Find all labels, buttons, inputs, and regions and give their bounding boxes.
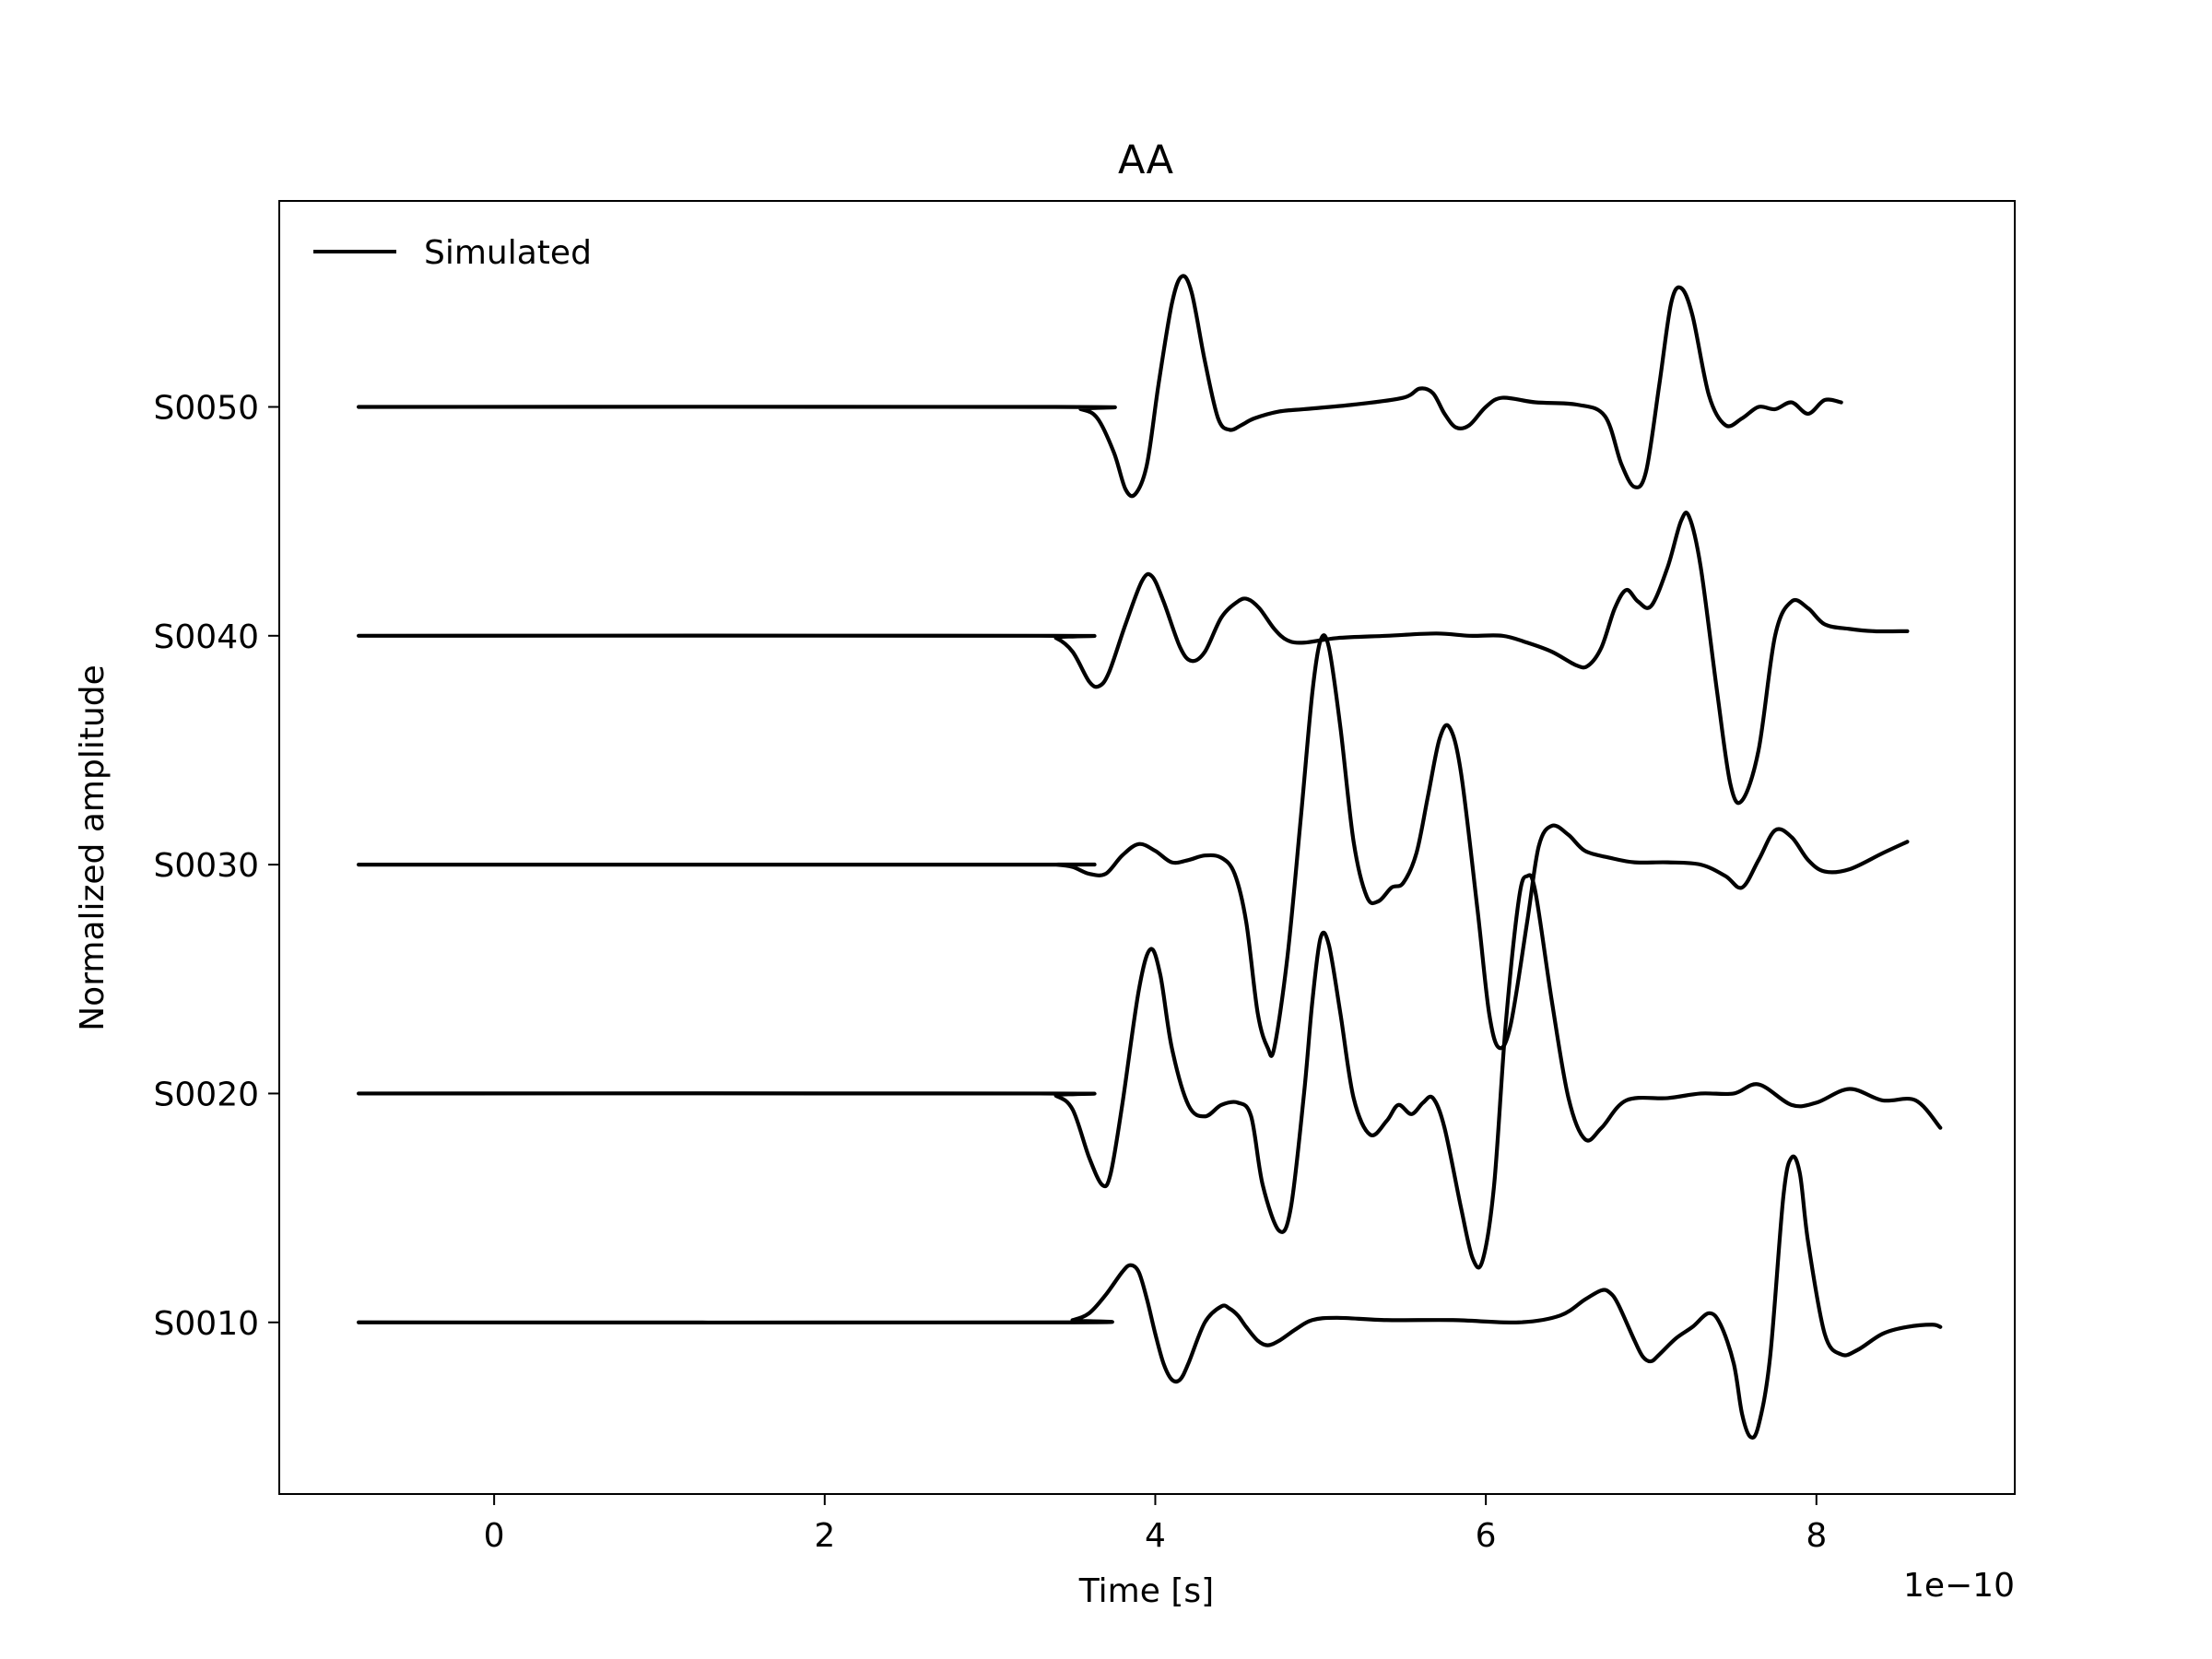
series-layer [356, 274, 1943, 1440]
legend-label-simulated: Simulated [424, 234, 592, 272]
legend: Simulated [313, 234, 592, 272]
trace-line-s0020 [356, 873, 1943, 1270]
x-tick-label: 2 [814, 1517, 835, 1555]
trace-line-s0030 [356, 633, 1910, 1058]
y-axis: S0010 S0020 S0030 S0040 S0050 [154, 389, 279, 1343]
x-tick-label: 4 [1145, 1517, 1166, 1555]
x-axis: 0 2 4 6 8 [484, 1494, 1827, 1555]
axes-frame [278, 200, 2016, 1495]
x-axis-label: Time [s] [1078, 1572, 1214, 1610]
y-axis-label: Normalized amplitude [74, 665, 112, 1031]
x-tick-label: 0 [484, 1517, 505, 1555]
trace-line-s0040 [356, 511, 1910, 806]
trace-line-s0010 [356, 1154, 1943, 1440]
y-tick-label: S0010 [154, 1305, 259, 1343]
x-tick-label: 8 [1806, 1517, 1827, 1555]
plot-area [278, 200, 2016, 1495]
trace-line-s0050 [356, 274, 1843, 499]
y-tick-label: S0020 [154, 1076, 259, 1113]
y-tick-label: S0030 [154, 847, 259, 885]
y-tick-label: S0040 [154, 618, 259, 656]
chart-title: AA [1118, 137, 1174, 183]
x-offset-label: 1e−10 [1903, 1567, 2015, 1605]
y-tick-label: S0050 [154, 389, 259, 427]
x-tick-label: 6 [1476, 1517, 1497, 1555]
